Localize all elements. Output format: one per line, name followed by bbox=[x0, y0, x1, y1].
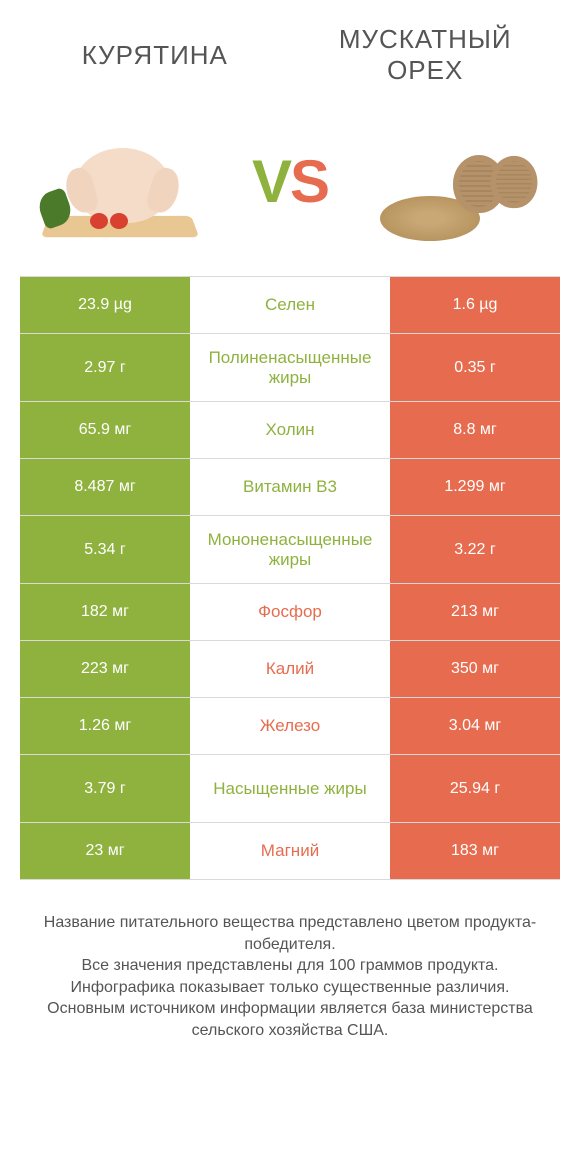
nutrient-name-cell: Холин bbox=[190, 402, 390, 458]
left-product-title: Курятина bbox=[30, 40, 280, 71]
right-product-title: Мускатный орех bbox=[300, 24, 550, 86]
table-row: 65.9 мгХолин8.8 мг bbox=[20, 401, 560, 458]
nutrient-name-cell: Мононенасыщенные жиры bbox=[190, 516, 390, 583]
right-value-cell: 3.04 мг bbox=[390, 698, 560, 754]
comparison-table: 23.9 µgСелен1.6 µg2.97 гПолиненасыщенные… bbox=[20, 276, 560, 880]
table-row: 182 мгФосфор213 мг bbox=[20, 583, 560, 640]
vs-label: VS bbox=[252, 147, 328, 216]
table-row: 1.26 мгЖелезо3.04 мг bbox=[20, 697, 560, 754]
vs-row: VS bbox=[0, 96, 580, 276]
table-row: 3.79 гНасыщенные жиры25.94 г bbox=[20, 754, 560, 822]
header: Курятина Мускатный орех bbox=[0, 0, 580, 96]
table-row: 23 мгМагний183 мг bbox=[20, 822, 560, 879]
table-row: 2.97 гПолиненасыщенные жиры0.35 г bbox=[20, 333, 560, 401]
table-row: 5.34 гМононенасыщенные жиры3.22 г bbox=[20, 515, 560, 583]
nutrient-name-cell: Фосфор bbox=[190, 584, 390, 640]
right-value-cell: 1.6 µg bbox=[390, 277, 560, 333]
left-value-cell: 3.79 г bbox=[20, 755, 190, 822]
nutrient-name-cell: Магний bbox=[190, 823, 390, 879]
left-value-cell: 2.97 г bbox=[20, 334, 190, 401]
left-value-cell: 23 мг bbox=[20, 823, 190, 879]
footer-line: Основным источником информации является … bbox=[28, 998, 552, 1041]
footer-line: Инфографика показывает только существенн… bbox=[28, 977, 552, 999]
table-row: 8.487 мгВитамин B31.299 мг bbox=[20, 458, 560, 515]
left-product-image bbox=[30, 116, 210, 246]
nutrient-name-cell: Полиненасыщенные жиры bbox=[190, 334, 390, 401]
footer-line: Название питательного вещества представл… bbox=[28, 912, 552, 955]
right-value-cell: 3.22 г bbox=[390, 516, 560, 583]
right-value-cell: 0.35 г bbox=[390, 334, 560, 401]
left-value-cell: 65.9 мг bbox=[20, 402, 190, 458]
right-value-cell: 350 мг bbox=[390, 641, 560, 697]
nutrient-name-cell: Железо bbox=[190, 698, 390, 754]
left-value-cell: 182 мг bbox=[20, 584, 190, 640]
table-row: 223 мгКалий350 мг bbox=[20, 640, 560, 697]
right-value-cell: 8.8 мг bbox=[390, 402, 560, 458]
right-value-cell: 1.299 мг bbox=[390, 459, 560, 515]
nutrient-name-cell: Селен bbox=[190, 277, 390, 333]
right-value-cell: 25.94 г bbox=[390, 755, 560, 822]
nutrient-name-cell: Витамин B3 bbox=[190, 459, 390, 515]
footer-line: Все значения представлены для 100 граммо… bbox=[28, 955, 552, 977]
left-value-cell: 23.9 µg bbox=[20, 277, 190, 333]
left-value-cell: 5.34 г bbox=[20, 516, 190, 583]
table-row: 23.9 µgСелен1.6 µg bbox=[20, 276, 560, 333]
nutrient-name-cell: Насыщенные жиры bbox=[190, 755, 390, 822]
right-value-cell: 213 мг bbox=[390, 584, 560, 640]
right-product-image bbox=[370, 116, 550, 246]
vs-v: V bbox=[252, 148, 290, 215]
footer-notes: Название питательного вещества представл… bbox=[0, 880, 580, 1042]
nutrient-name-cell: Калий bbox=[190, 641, 390, 697]
left-value-cell: 223 мг bbox=[20, 641, 190, 697]
left-value-cell: 1.26 мг bbox=[20, 698, 190, 754]
left-value-cell: 8.487 мг bbox=[20, 459, 190, 515]
vs-s: S bbox=[290, 148, 328, 215]
right-value-cell: 183 мг bbox=[390, 823, 560, 879]
